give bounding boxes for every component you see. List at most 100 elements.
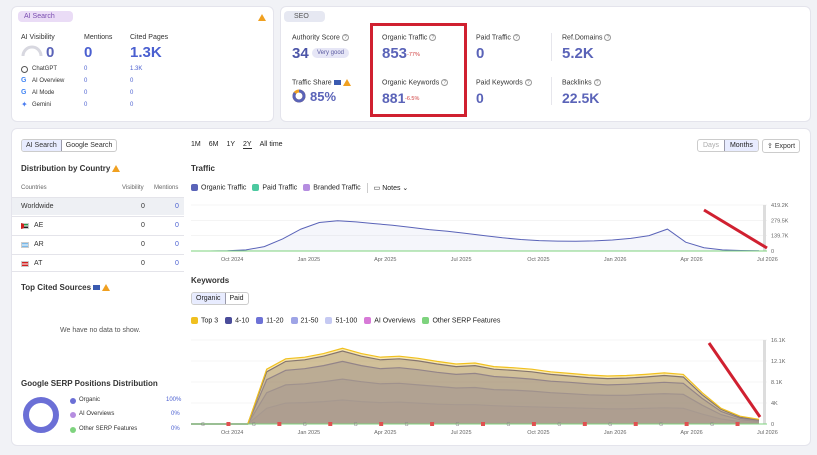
highlight-box	[370, 23, 467, 117]
cited-pages-value[interactable]: 1.3K	[130, 44, 162, 61]
range-tabs: 1M 6M 1Y 2Y All time	[191, 141, 283, 149]
traffic-title: Traffic	[191, 164, 216, 173]
platform-mentions[interactable]: 0	[84, 90, 88, 96]
serp-row: Organic 100%	[70, 397, 184, 407]
country-row[interactable]: AE 0 0	[12, 216, 184, 234]
period-months[interactable]: Months	[723, 140, 758, 151]
country-mentions[interactable]: 0	[175, 203, 179, 210]
platform-name: ChatGPT	[32, 66, 58, 72]
range-1y[interactable]: 1Y	[226, 141, 236, 148]
empty-state: We have no data to show.	[60, 327, 141, 334]
legend-other-serp[interactable]: Other SERP Features	[422, 317, 500, 324]
ai-platform-row: G AI Mode 0 0	[21, 89, 181, 99]
country-row[interactable]: Worldwide 0 0	[12, 197, 184, 215]
series-area	[191, 379, 759, 424]
paid-traffic-value[interactable]: 0	[476, 45, 485, 62]
serp-value: 100%	[166, 397, 182, 403]
info-icon[interactable]: ?	[512, 34, 520, 41]
country-visibility: 0	[141, 203, 145, 210]
serp-value: 0%	[171, 426, 180, 432]
platform-mentions[interactable]: 0	[84, 102, 88, 108]
series-area	[191, 361, 759, 424]
y-tick-label: 16.1K	[771, 338, 786, 344]
note-marker	[735, 422, 740, 426]
platform-name: AI Mode	[32, 90, 55, 96]
seo-card: SEO Authority Score? 34 Very good Organi…	[280, 6, 811, 122]
legend-4-10[interactable]: 4-10	[225, 317, 249, 324]
range-2y[interactable]: 2Y	[243, 141, 252, 149]
y-tick-label: 279.5K	[771, 218, 789, 224]
ref-domains-value[interactable]: 5.2K	[562, 45, 594, 62]
info-icon[interactable]: ?	[604, 34, 612, 41]
note-marker: G	[506, 422, 510, 428]
traffic-share-label: Traffic Share	[292, 79, 351, 86]
backlinks-value[interactable]: 22.5K	[562, 90, 600, 106]
range-6m[interactable]: 6M	[208, 141, 219, 148]
note-marker	[531, 422, 536, 426]
legend-ai-overviews[interactable]: AI Overviews	[364, 317, 415, 324]
range-1m[interactable]: 1M	[191, 141, 201, 148]
tab-organic[interactable]: Organic	[192, 293, 226, 304]
legend-organic-traffic[interactable]: Organic Traffic	[191, 184, 246, 192]
platform-cited[interactable]: 0	[130, 78, 134, 84]
traffic-chart: 419.2K 279.5K 139.7K 0 Oct 2024 Jan 2025 Apr 2…	[191, 203, 789, 263]
platform-cited[interactable]: 0	[130, 90, 134, 96]
country-mentions[interactable]: 0	[175, 260, 179, 267]
organic-keywords-value[interactable]: 881	[382, 90, 406, 106]
country-row[interactable]: AT 0 0	[12, 254, 184, 272]
note-marker	[328, 422, 333, 426]
info-icon[interactable]: ?	[429, 34, 437, 41]
ai-visibility-label: AI Visibility	[21, 34, 55, 41]
legend-51-100[interactable]: 51-100	[325, 317, 357, 324]
note-marker	[582, 422, 587, 426]
platform-cited[interactable]: 0	[130, 102, 134, 108]
platform-cited[interactable]: 1.3K	[130, 66, 143, 72]
platform-mentions[interactable]: 0	[84, 78, 88, 84]
legend-21-50[interactable]: 21-50	[290, 317, 318, 324]
legend-branded-traffic[interactable]: Branded Traffic	[303, 184, 361, 192]
country-mentions[interactable]: 0	[175, 241, 179, 248]
country-mentions[interactable]: 0	[175, 222, 179, 229]
legend-top3[interactable]: Top 3	[191, 317, 218, 324]
legend-paid-traffic[interactable]: Paid Traffic	[252, 184, 297, 192]
note-marker: G	[456, 422, 460, 428]
country-visibility: 0	[141, 260, 145, 267]
note-marker	[226, 422, 231, 426]
us-flag-icon	[333, 80, 341, 85]
x-tick-label: Jan 2026	[604, 257, 627, 263]
at-flag-icon	[21, 261, 29, 267]
serp-value: 0%	[171, 411, 180, 417]
paid-keywords-value[interactable]: 0	[476, 90, 484, 106]
toggle-ai-search[interactable]: AI Search	[22, 140, 62, 151]
toggle-google-search[interactable]: Google Search	[65, 142, 113, 149]
note-marker	[430, 422, 435, 426]
ai-visibility-value: 0	[46, 44, 55, 61]
ai-search-tab[interactable]: AI Search	[18, 11, 73, 22]
cited-pages-label: Cited Pages	[130, 34, 169, 41]
tab-paid[interactable]: Paid	[229, 295, 244, 302]
period-days[interactable]: Days	[703, 142, 719, 149]
info-icon[interactable]: ?	[524, 79, 532, 86]
cited-sources-title: Top Cited Sources	[21, 283, 111, 292]
export-button[interactable]: ⇪ Export	[762, 139, 801, 153]
note-marker: G	[405, 422, 409, 428]
country-visibility: 0	[141, 241, 145, 248]
notes-dropdown[interactable]: ▭ Notes ⌄	[373, 185, 409, 192]
main-panel: AI Search Google Search Distribution by …	[11, 128, 811, 446]
platform-mentions[interactable]: 0	[84, 66, 88, 72]
info-icon[interactable]: ?	[341, 34, 349, 41]
country-row[interactable]: AR 0 0	[12, 235, 184, 253]
serp-label: Organic	[79, 397, 101, 403]
legend-11-20[interactable]: 11-20	[256, 317, 284, 324]
range-all-time[interactable]: All time	[259, 141, 283, 148]
seo-tab[interactable]: SEO	[284, 11, 325, 22]
info-icon[interactable]: ?	[593, 79, 601, 86]
mentions-value[interactable]: 0	[84, 44, 93, 61]
chatgpt-icon	[21, 66, 28, 73]
note-marker: G	[608, 422, 612, 428]
organic-traffic-value[interactable]: 853	[382, 45, 408, 62]
export-icon: ⇪	[767, 143, 775, 150]
warning-icon	[102, 284, 111, 292]
info-icon[interactable]: ?	[441, 79, 449, 86]
